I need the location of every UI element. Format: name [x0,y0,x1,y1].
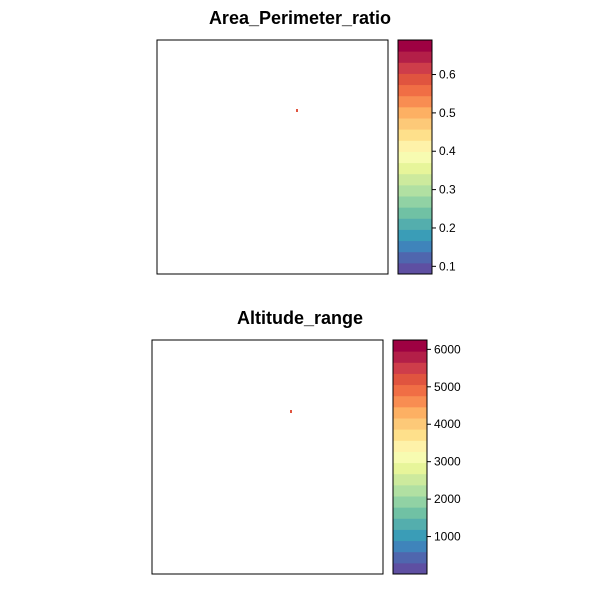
colorbar-swatch [393,496,427,508]
colorbar-swatch [398,40,432,52]
hotspot-marker [290,410,292,413]
colorbar-swatch [393,440,427,452]
colorbar-swatch [398,251,432,264]
colorbar-swatch [393,540,427,553]
colorbar-swatch [393,484,427,497]
colorbar-tick-label: 0.4 [439,144,456,158]
colorbar-swatch [393,429,427,441]
colorbar-tick-label: 6000 [434,342,461,356]
colorbar-swatch [393,373,427,386]
colorbar-swatch [393,518,427,530]
hotspot-marker [296,109,298,112]
colorbar-swatch [398,118,432,130]
colorbar-swatch [393,384,427,397]
colorbar-frame [392,339,428,575]
colorbar-tick-label: 0.6 [439,68,456,82]
colorbar-swatch [393,507,427,519]
colorbar-swatch [398,173,432,186]
colorbar-swatch [393,406,427,419]
map-frame [151,339,384,575]
colorbar-swatch [393,451,427,464]
colorbar-swatch [398,140,432,152]
colorbar-swatch [398,229,432,242]
colorbar-swatch [398,95,432,108]
colorbar-frame [397,39,433,275]
colorbar-tick-label: 0.5 [439,106,456,120]
colorbar-altitude-range: 1000 2000 3000 4000 5000 6000 [392,339,461,575]
colorbar-swatch [393,395,427,408]
colorbar-tick-label: 0.2 [439,221,456,235]
colorbar-swatch [393,473,427,486]
map-panel-altitude-range: 1000 2000 3000 4000 5000 6000 [151,339,461,586]
colorbar-swatch [393,418,427,430]
colorbar-swatch [398,162,432,175]
colorbar-tick-label: 3000 [434,455,461,469]
colorbar-swatch [398,262,432,275]
colorbar-swatch [398,151,432,164]
colorbar-swatch [398,106,432,119]
colorbar-swatch [398,218,432,230]
colorbar-swatch [398,207,432,219]
colorbar-swatch [393,462,427,475]
colorbar-swatch [398,62,432,74]
map-frame [156,39,389,275]
colorbar-swatch [393,362,427,374]
colorbar-area-perimeter: 0.1 0.2 0.3 0.4 0.5 0.6 [397,39,456,275]
colorbar-tick-label: 1000 [434,530,461,544]
colorbar-tick-label: 2000 [434,492,461,506]
map-title-altitude-range: Altitude_range [236,308,364,328]
colorbar-swatch [398,184,432,197]
colorbar-tick-label: 0.3 [439,183,456,197]
colorbar-tick-label: 4000 [434,417,461,431]
colorbar-swatch [393,562,427,575]
colorbar-swatch [393,351,427,363]
colorbar-swatch [398,84,432,97]
colorbar-swatch [398,240,432,253]
colorbar-swatch [393,340,427,352]
colorbar-swatch [398,51,432,63]
map-panel-area-perimeter: 0.1 0.2 0.3 0.4 0.5 0.6 [156,39,456,286]
map-title-area-perimeter: Area_Perimeter_ratio [208,8,392,28]
colorbar-swatch [393,529,427,542]
colorbar-swatch [393,551,427,564]
colorbar-tick-label: 0.1 [439,259,456,273]
colorbar-tick-label: 5000 [434,380,461,394]
colorbar-swatch [398,196,432,208]
colorbar-swatch [398,73,432,86]
colorbar-swatch [398,129,432,141]
